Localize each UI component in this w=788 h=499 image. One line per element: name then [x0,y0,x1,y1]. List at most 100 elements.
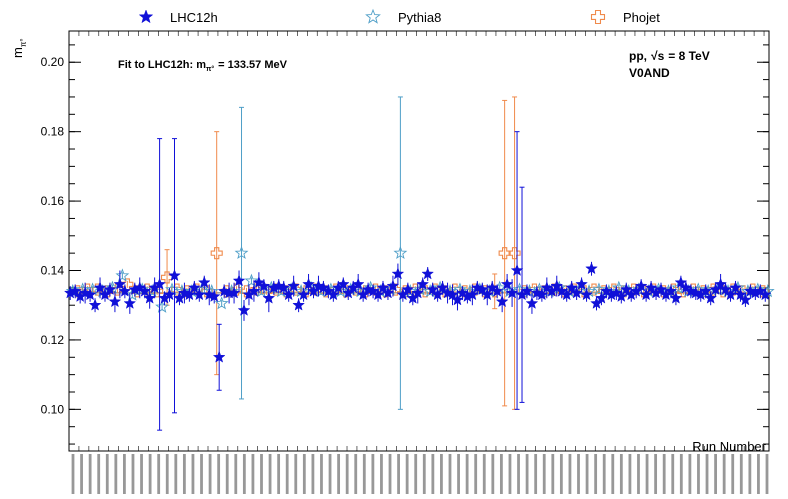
x-tick-label-mark [277,454,281,494]
data-point [187,281,201,294]
data-point [575,277,588,290]
x-tick-label-mark [114,454,118,494]
data-point [704,291,718,304]
x-tick-label-mark [765,454,769,494]
fit-annotation-text: Fit to LHC12h: m [118,59,206,71]
data-point [307,284,320,297]
data-point [237,303,251,316]
data-point [302,277,315,290]
x-tick-label-mark [440,454,443,494]
data-point [371,288,385,301]
data-point [535,288,549,301]
data-point [550,279,564,292]
data-point [118,284,132,297]
data-point [525,296,539,309]
data-point [475,282,489,296]
x-tick-label-mark [551,454,555,494]
series-phojet [71,96,769,410]
data-point [669,291,683,304]
x-axis-label: Run Number [692,439,766,454]
x-tick-label-mark [165,454,169,494]
data-point [108,295,122,308]
x-tick-label-mark [534,454,538,494]
data-point [161,271,174,284]
series-pythia8 [65,96,775,410]
trigger-annotation: V0AND [629,66,670,80]
data-point [421,267,435,280]
x-tick-label-mark [748,454,752,494]
data-point [585,262,598,275]
legend-marker-phojet [590,9,606,25]
x-tick-label-mark [71,454,75,494]
x-tick-label-mark [654,454,658,494]
data-point [426,282,440,296]
data-point [282,288,296,301]
data-point [168,268,181,282]
data-point [391,267,405,280]
data-point [674,275,688,289]
data-series [63,96,775,431]
x-tick-label-mark [577,454,580,494]
x-tick-label-mark [559,454,563,494]
data-point [580,288,593,301]
data-point [389,283,402,296]
x-tick-label-mark [619,454,623,494]
data-point [277,281,291,294]
x-tick-label-mark [88,454,92,494]
data-point [165,282,179,296]
x-tick-label-mark [448,454,452,494]
data-point [490,284,504,297]
data-point [436,281,449,294]
data-point [590,296,603,309]
x-tick-label-mark [474,454,478,494]
data-point [699,284,713,297]
data-point [634,279,648,292]
x-tick-label-mark [388,454,392,494]
data-point [739,293,752,306]
x-tick-label-mark [705,454,709,494]
x-tick-label-mark [148,454,152,494]
data-point [381,286,395,299]
x-tick-label-mark [662,454,666,494]
legend-label-pythia8: Pythia8 [398,10,441,25]
x-tick-label-mark [242,454,246,494]
system-sqrt: √s [651,49,665,63]
data-point [480,288,494,301]
system-prefix: pp, [629,49,647,63]
data-point [88,298,102,311]
legend-label-lhc12h: LHC12h [170,10,218,25]
data-point [512,282,527,296]
data-point [465,288,479,301]
data-point [401,282,415,296]
y-axis-label-sub: π° [19,38,28,47]
data-point [664,284,678,297]
data-point [520,284,534,297]
y-tick-label: 0.16 [41,194,65,208]
x-tick-label-mark [157,454,161,494]
x-axis-ticks [68,31,769,494]
fit-annotation-sub: π° [206,65,214,73]
legend-marker-shape [138,9,154,24]
data-point [644,281,658,294]
x-tick-label-mark [525,454,529,494]
system-suffix: = 8 TeV [668,49,709,63]
x-tick-label-mark [405,454,409,494]
x-tick-label-mark [688,454,692,494]
x-tick-label-mark [251,454,255,494]
data-point [592,282,606,296]
series-lhc12h [63,131,772,431]
x-tick-label-mark [568,454,572,494]
data-point [619,282,633,296]
y-tick-label: 0.18 [41,125,65,139]
x-tick-label-mark [637,454,640,494]
x-tick-label-mark [714,454,717,494]
x-tick-label-mark [294,454,298,494]
data-point [714,277,727,290]
data-point [758,288,772,301]
data-point [123,296,137,309]
x-tick-label-mark [602,454,606,494]
x-tick-label-mark [465,454,469,494]
data-point [155,299,170,313]
data-point [341,286,355,299]
data-point [197,275,211,289]
